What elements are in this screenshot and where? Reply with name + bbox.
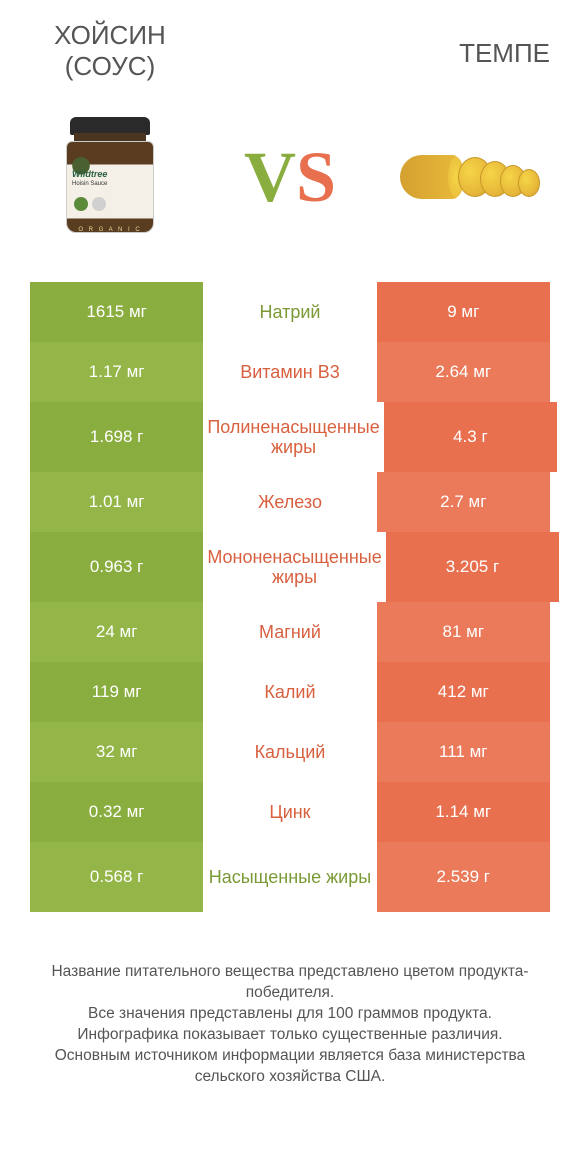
right-value: 9 мг: [377, 282, 550, 342]
left-title-line2: (СОУС): [65, 51, 155, 81]
jar-icon: Wildtree Hoisin Sauce O R G A N I C: [60, 117, 160, 237]
nutrient-name: Магний: [203, 602, 376, 662]
nutrient-row: 24 мгМагний81 мг: [30, 602, 550, 662]
left-value: 1.01 мг: [30, 472, 203, 532]
left-value: 1.17 мг: [30, 342, 203, 402]
footer-line1: Название питательного вещества представл…: [50, 962, 530, 1004]
tempeh-icon: [400, 137, 540, 217]
right-value: 2.539 г: [377, 842, 550, 912]
left-title-line1: ХОЙСИН: [54, 20, 166, 50]
nutrient-name: Витамин B3: [203, 342, 376, 402]
nutrient-table: 1615 мгНатрий9 мг1.17 мгВитамин B32.64 м…: [30, 282, 550, 912]
left-value: 1.698 г: [30, 402, 203, 472]
nutrient-name: Кальций: [203, 722, 376, 782]
right-value: 111 мг: [377, 722, 550, 782]
left-value: 0.568 г: [30, 842, 203, 912]
nutrient-row: 1.17 мгВитамин B32.64 мг: [30, 342, 550, 402]
nutrient-row: 119 мгКалий412 мг: [30, 662, 550, 722]
left-value: 1615 мг: [30, 282, 203, 342]
nutrient-row: 1.01 мгЖелезо2.7 мг: [30, 472, 550, 532]
right-product-title: ТЕМПЕ: [390, 20, 550, 69]
footer: Название питательного вещества представл…: [30, 962, 550, 1088]
infographic-container: ХОЙСИН (СОУС) ТЕМПЕ Wildtree Hoisin Sauc…: [0, 0, 580, 1108]
right-value: 81 мг: [377, 602, 550, 662]
nutrient-name: Цинк: [203, 782, 376, 842]
vs-row: Wildtree Hoisin Sauce O R G A N I C VS: [30, 112, 550, 242]
nutrient-row: 1615 мгНатрий9 мг: [30, 282, 550, 342]
left-product-image: Wildtree Hoisin Sauce O R G A N I C: [40, 112, 180, 242]
right-product-image: [400, 112, 540, 242]
nutrient-name: Полиненасыщенные жиры: [203, 402, 383, 472]
nutrient-name: Мононенасыщенные жиры: [203, 532, 385, 602]
nutrient-name: Насыщенные жиры: [203, 842, 376, 912]
right-value: 2.7 мг: [377, 472, 550, 532]
jar-brand: Wildtree: [72, 169, 148, 179]
right-value: 1.14 мг: [377, 782, 550, 842]
jar-organic: O R G A N I C: [66, 227, 154, 233]
left-product-title: ХОЙСИН (СОУС): [30, 20, 190, 82]
footer-line3: Инфографика показывает только существенн…: [50, 1025, 530, 1046]
right-value: 2.64 мг: [377, 342, 550, 402]
vs-label: VS: [244, 136, 336, 219]
left-value: 0.32 мг: [30, 782, 203, 842]
footer-line2: Все значения представлены для 100 граммо…: [50, 1004, 530, 1025]
nutrient-name: Калий: [203, 662, 376, 722]
nutrient-row: 0.963 гМононенасыщенные жиры3.205 г: [30, 532, 550, 602]
right-value: 4.3 г: [384, 402, 557, 472]
left-value: 0.963 г: [30, 532, 203, 602]
nutrient-row: 0.32 мгЦинк1.14 мг: [30, 782, 550, 842]
nutrient-row: 0.568 гНасыщенные жиры2.539 г: [30, 842, 550, 912]
nutrient-row: 32 мгКальций111 мг: [30, 722, 550, 782]
left-value: 32 мг: [30, 722, 203, 782]
footer-line4: Основным источником информации является …: [50, 1046, 530, 1088]
left-value: 24 мг: [30, 602, 203, 662]
header: ХОЙСИН (СОУС) ТЕМПЕ: [30, 20, 550, 82]
left-value: 119 мг: [30, 662, 203, 722]
right-value: 3.205 г: [386, 532, 559, 602]
nutrient-row: 1.698 гПолиненасыщенные жиры4.3 г: [30, 402, 550, 472]
right-title: ТЕМПЕ: [459, 38, 550, 68]
jar-sub: Hoisin Sauce: [72, 181, 148, 187]
right-value: 412 мг: [377, 662, 550, 722]
nutrient-name: Натрий: [203, 282, 376, 342]
nutrient-name: Железо: [203, 472, 376, 532]
